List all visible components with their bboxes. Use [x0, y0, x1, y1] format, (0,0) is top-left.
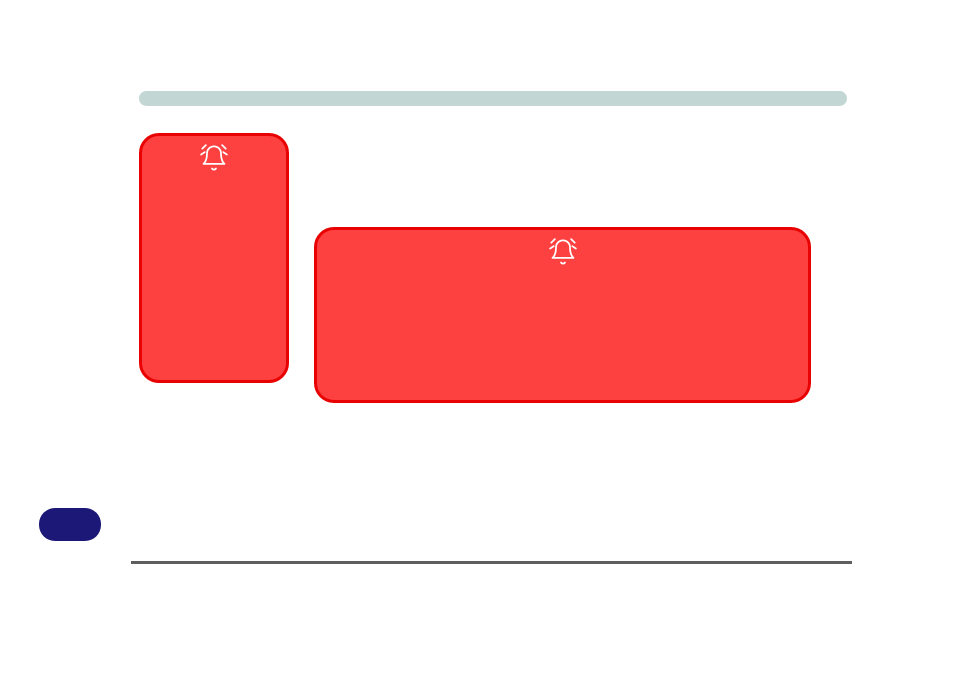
bell-alert-icon — [200, 144, 228, 172]
alert-card-small[interactable] — [139, 133, 289, 383]
divider-line — [131, 561, 852, 564]
alert-card-large[interactable] — [314, 227, 811, 403]
bell-alert-icon — [549, 238, 577, 266]
top-bar — [139, 91, 847, 106]
pill-button[interactable] — [39, 508, 101, 541]
